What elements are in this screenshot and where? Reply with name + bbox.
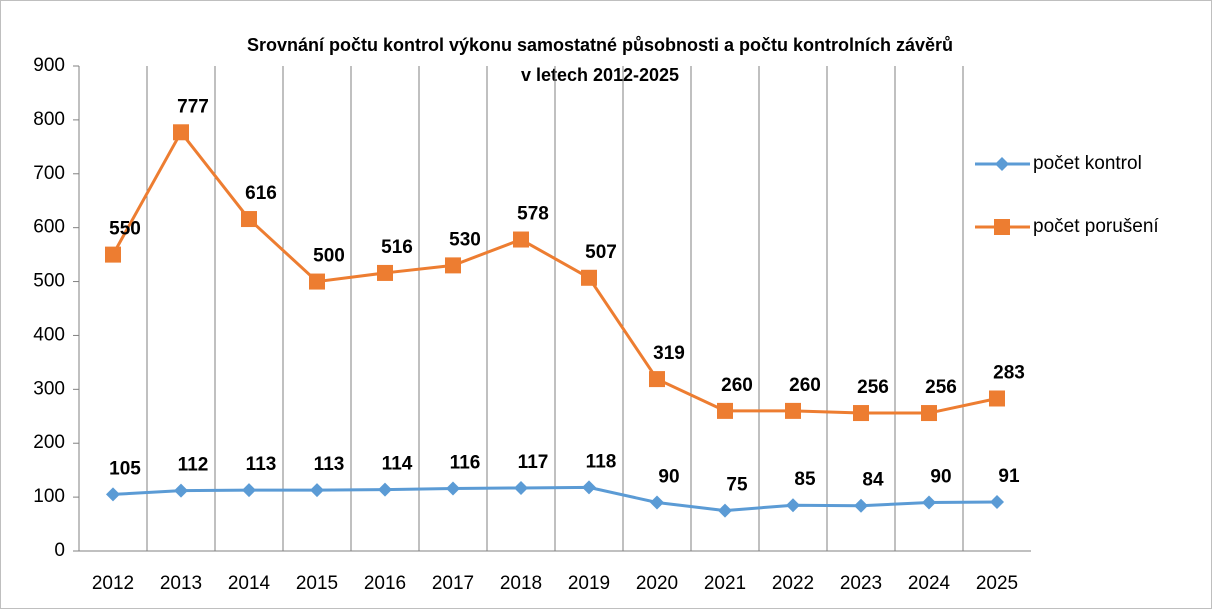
- x-tick-label: 2022: [772, 573, 814, 594]
- legend-label: počet porušení: [1033, 216, 1159, 237]
- data-label: 500: [313, 246, 345, 267]
- point: [649, 371, 665, 388]
- data-label: 113: [246, 454, 277, 475]
- point: [717, 402, 733, 419]
- x-tick-label: 2015: [296, 573, 338, 594]
- data-label: 260: [789, 375, 821, 396]
- data-label: 90: [930, 467, 951, 488]
- legend-label: počet kontrol: [1033, 153, 1142, 174]
- point: [785, 402, 801, 419]
- data-label: 616: [245, 183, 277, 204]
- data-label: 507: [585, 242, 617, 263]
- point: [921, 405, 937, 422]
- data-label: 75: [726, 475, 748, 496]
- point: [854, 498, 868, 513]
- data-label: 90: [658, 467, 679, 488]
- point: [514, 480, 528, 495]
- point: [106, 487, 120, 502]
- chart-title: v letech 2012-2025: [521, 65, 679, 85]
- point: [173, 124, 189, 141]
- series-line: [112, 485, 998, 513]
- y-tick-label: 800: [33, 109, 65, 130]
- x-tick-label: 2024: [908, 573, 951, 594]
- data-label: 91: [998, 466, 1020, 487]
- chart-title: Srovnání počtu kontrol výkonu samostatné…: [247, 35, 953, 55]
- y-tick-label: 200: [33, 432, 65, 453]
- point: [853, 405, 869, 422]
- y-tick-label: 900: [33, 55, 65, 76]
- series-line: [111, 129, 998, 415]
- point: [174, 483, 188, 498]
- x-tick-label: 2018: [500, 573, 542, 594]
- y-tick-label: 700: [33, 163, 65, 184]
- point: [446, 481, 460, 496]
- data-label: 116: [450, 453, 481, 474]
- data-label: 113: [314, 454, 345, 475]
- y-tick-label: 300: [33, 378, 65, 399]
- x-tick-label: 2025: [976, 573, 1018, 594]
- point: [310, 483, 324, 498]
- point: [718, 503, 732, 518]
- point: [922, 495, 936, 510]
- y-tick-label: 500: [33, 271, 65, 292]
- point: [377, 264, 393, 281]
- data-label: 530: [449, 229, 481, 250]
- data-label: 516: [381, 237, 413, 258]
- point: [990, 494, 1004, 509]
- point: [378, 482, 392, 497]
- point: [445, 257, 461, 274]
- data-label: 117: [518, 452, 549, 473]
- data-label: 777: [177, 96, 209, 117]
- y-tick-label: 100: [33, 486, 65, 507]
- legend-marker: [994, 219, 1010, 235]
- point: [242, 483, 256, 498]
- x-tick-label: 2020: [636, 573, 678, 594]
- y-tick-label: 400: [33, 324, 65, 345]
- x-tick-label: 2023: [840, 573, 882, 594]
- data-label: 112: [178, 455, 209, 476]
- point: [786, 498, 800, 513]
- data-label: 283: [993, 363, 1025, 384]
- x-tick-label: 2017: [432, 573, 474, 594]
- point: [105, 246, 121, 263]
- x-tick-label: 2019: [568, 573, 610, 594]
- data-label: 260: [721, 375, 753, 396]
- data-label: 85: [794, 469, 816, 490]
- point: [650, 495, 664, 510]
- data-label: 550: [109, 219, 141, 240]
- x-tick-label: 2012: [92, 573, 134, 594]
- data-label: 256: [925, 377, 957, 398]
- data-label: 118: [586, 451, 617, 472]
- y-tick-label: 600: [33, 217, 65, 238]
- y-tick-label: 0: [54, 540, 65, 561]
- point: [309, 273, 325, 290]
- x-tick-label: 2021: [704, 573, 746, 594]
- point: [581, 269, 597, 286]
- x-tick-label: 2014: [228, 573, 271, 594]
- data-label: 578: [517, 204, 549, 225]
- point: [582, 480, 596, 495]
- point: [513, 231, 529, 248]
- data-label: 319: [653, 343, 685, 364]
- legend-marker: [995, 157, 1009, 171]
- data-label: 114: [382, 454, 413, 475]
- x-tick-label: 2013: [160, 573, 202, 594]
- data-label: 84: [862, 470, 884, 491]
- x-tick-label: 2016: [364, 573, 406, 594]
- data-label: 256: [857, 377, 889, 398]
- point: [241, 211, 257, 228]
- data-label: 105: [109, 458, 141, 479]
- point: [989, 390, 1005, 407]
